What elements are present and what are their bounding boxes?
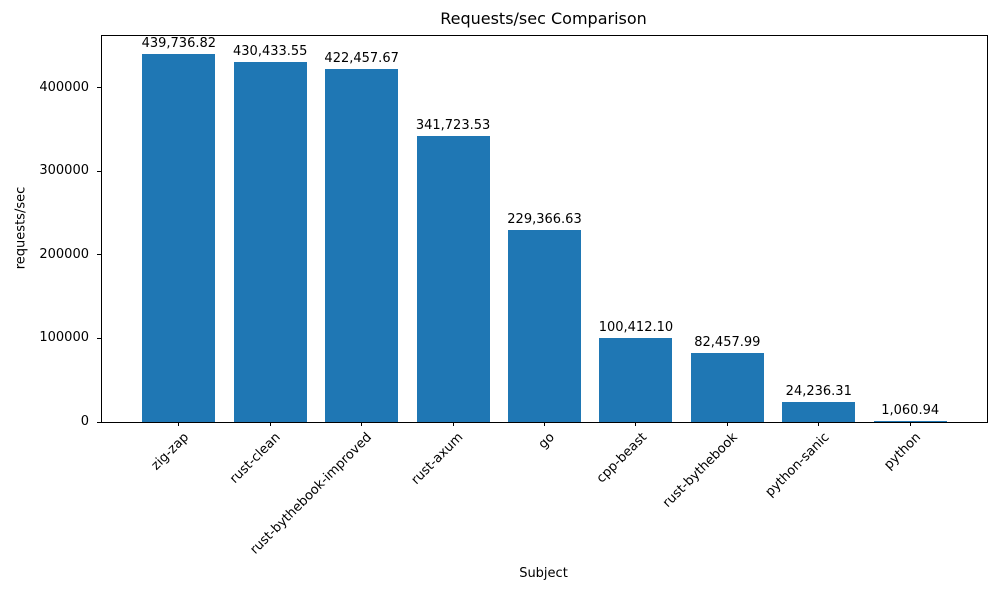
x-tick-label: go (536, 430, 559, 453)
x-tick (818, 422, 820, 426)
bar-rust-bythebook-improved (325, 68, 399, 422)
bar-value-label: 24,236.31 (785, 383, 852, 399)
y-tick-label: 400000 (39, 79, 89, 95)
x-axis-label: Subject (519, 566, 568, 581)
x-tick (909, 422, 911, 426)
x-tick (452, 422, 454, 426)
bar-value-label: 422,457.67 (324, 50, 399, 66)
bar-go (507, 230, 582, 422)
x-tick-label: python-sanic (762, 430, 833, 500)
bar-cpp-beast (599, 338, 673, 422)
bar-value-label: 82,457.99 (694, 335, 761, 351)
plot-area: 0 100000 200000 300000 400000 439,736.82 zig-z… (39, 35, 988, 557)
bar-value-label: 439,736.82 (141, 36, 217, 52)
bar-rust-bythebook (690, 353, 764, 422)
x-tick (178, 422, 180, 426)
x-tick-label: rust-bythebook (660, 430, 741, 511)
bar-value-label: 430,433.55 (233, 44, 308, 60)
x-tick-label: cpp-beast (593, 430, 650, 487)
x-tick-label: python (881, 430, 924, 473)
bar-value-label: 229,366.63 (507, 212, 582, 228)
x-tick (726, 422, 728, 426)
bar-rust-clean (233, 62, 307, 422)
bar-value-label: 1,060.94 (881, 403, 940, 419)
bar-zig-zap (142, 54, 216, 422)
chart-title: Requests/sec Comparison (440, 9, 647, 28)
x-tick (635, 422, 637, 426)
bar-value-label: 341,723.53 (415, 118, 491, 134)
y-tick (97, 170, 101, 172)
x-tick (361, 422, 363, 426)
bar-python (873, 421, 947, 422)
x-tick-label: zig-zap (148, 430, 193, 474)
y-tick (97, 421, 101, 423)
y-tick (97, 254, 101, 256)
y-tick (97, 337, 101, 339)
bar-python-sanic (782, 401, 856, 422)
y-tick-label: 0 (80, 414, 89, 429)
bar-value-label: 100,412.10 (598, 320, 674, 336)
y-tick-label: 300000 (39, 163, 89, 179)
y-tick-label: 200000 (39, 246, 89, 262)
x-tick-label: rust-clean (227, 430, 284, 487)
x-tick (544, 422, 545, 426)
x-tick-label: rust-axum (408, 430, 467, 488)
y-tick-label: 100000 (39, 330, 89, 346)
bar-rust-axum (416, 136, 490, 422)
y-tick (97, 87, 101, 89)
x-tick (269, 422, 271, 426)
